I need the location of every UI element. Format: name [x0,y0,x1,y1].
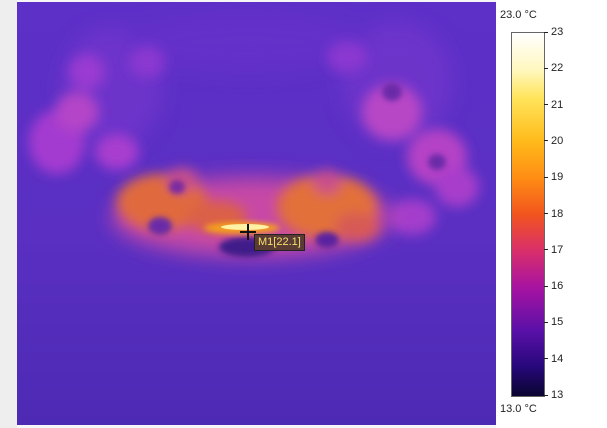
tick-label: 23 [551,26,564,38]
tick-mark [544,67,548,69]
colorbar [511,32,545,397]
tick-mark [544,321,548,323]
measurement-crosshair[interactable] [238,222,258,242]
colorbar-tick: 15 [544,316,604,328]
tick-label: 19 [551,171,564,184]
measurement-label: M1[22.1] [254,234,305,251]
tick-label: 21 [551,98,564,111]
tick-mark [544,394,548,396]
scale-min-temp: 13.0 °C [500,403,537,415]
tick-mark [544,358,548,360]
colorbar-tick: 23 [544,26,604,38]
tick-mark [544,213,548,214]
scale-max-temp: 23.0 °C [500,9,537,21]
tick-label: 17 [551,243,564,256]
tick-mark [544,31,548,33]
colorbar-tick: 21 [544,99,604,111]
tick-label: 15 [551,316,564,329]
tick-label: 14 [551,352,564,365]
colorbar-tick: 22 [544,62,604,74]
tick-mark [544,140,548,142]
colorbar-ticks: 23 22 21 20 19 18 17 16 15 14 13 [544,26,604,401]
tick-label: 13 [551,389,564,401]
colorbar-tick: 18 [544,208,604,220]
colorbar-tick: 13 [544,389,604,401]
tick-label: 20 [551,134,564,147]
colorbar-tick: 16 [544,280,604,292]
tick-mark [544,285,548,287]
tick-label: 18 [551,207,564,220]
left-border [0,0,17,428]
temperature-scale-panel: 23.0 °C 23 22 21 20 19 18 17 16 15 14 13 13.0 °C [496,0,607,428]
thermal-image [17,2,496,425]
tick-mark [544,104,548,106]
colorbar-tick: 19 [544,171,604,183]
colorbar-tick: 17 [544,244,604,256]
colorbar-tick: 14 [544,353,604,365]
colorbar-tick: 20 [544,135,604,147]
tick-mark [544,249,548,251]
tick-label: 16 [551,280,564,293]
tick-mark [544,176,548,178]
tick-label: 22 [551,62,564,75]
